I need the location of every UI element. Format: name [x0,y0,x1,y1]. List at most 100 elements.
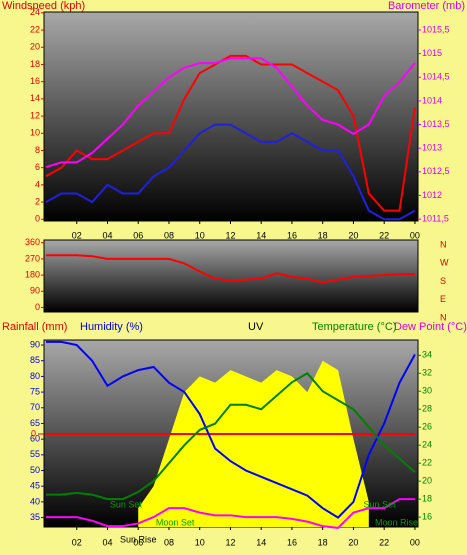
y2-tick-label: 24 [422,440,432,450]
x-tick-label: 06 [133,230,143,240]
direction-label: S [440,276,446,286]
x-tick-label: 06 [133,537,143,547]
y-tick-label: 360 [25,237,40,247]
y2-tick-label: 1013 [422,143,442,153]
x-tick-label: 12 [225,230,235,240]
series-line [45,54,416,212]
annotation: Sun Set [364,499,397,509]
x-tick-label: 20 [348,230,358,240]
legend-temperature: Temperature (°C) [312,321,396,333]
x-tick-label: 10 [195,537,205,547]
y2-tick-label: 1014 [422,95,442,105]
y-tick-label: 6 [35,162,40,172]
x-tick-label: 02 [72,537,82,547]
y-tick-label: 45 [30,481,40,491]
annotation: Sun Set [110,499,143,509]
x-tick-label: 20 [348,537,358,547]
y-tick-label: 0 [35,302,40,312]
x-tick-label: 10 [195,230,205,240]
y-tick-label: 75 [30,386,40,396]
legend-uv: UV [248,321,264,333]
x-tick-label: 08 [164,230,174,240]
y-tick-label: 2 [35,196,40,206]
y2-tick-label: 1014,5 [422,72,450,82]
y2-label: Barometer (mb) [388,0,465,12]
plot-area [43,11,419,222]
y-tick-label: 65 [30,418,40,428]
y-tick-label: 80 [30,371,40,381]
y-tick-label: 12 [30,110,40,120]
x-tick-label: 00 [410,230,420,240]
series-line [45,371,416,501]
series-line [45,57,416,169]
y2-tick-label: 28 [422,404,432,414]
y-tick-label: 10 [30,128,40,138]
series-line [45,254,415,284]
y-tick-label: 180 [25,269,40,279]
annotation: Sun Rise [120,534,157,544]
y-tick-label: 40 [30,496,40,506]
x-tick-label: 22 [379,230,389,240]
y-tick-label: 22 [30,24,40,34]
x-tick-label: 04 [102,230,112,240]
y-tick-label: 270 [25,253,40,263]
x-tick-label: 02 [72,230,82,240]
x-tick-label: 14 [256,230,266,240]
x-tick-label: 18 [318,537,328,547]
direction-label: W [440,258,449,268]
x-tick-label: 16 [287,230,297,240]
y-tick-label: 18 [30,59,40,69]
uv-area [138,360,369,527]
y-tick-label: 16 [30,76,40,86]
y-label: Windspeed (kph) [2,0,85,12]
series-line [45,498,415,529]
x-tick-label: 14 [256,537,266,547]
y-tick-label: 90 [30,339,40,349]
y2-tick-label: 16 [422,511,432,521]
y2-tick-label: 26 [422,422,432,432]
y2-tick-label: 1012,5 [422,166,450,176]
annotation: Moon Rise [375,517,418,527]
y-tick-label: 4 [35,179,40,189]
y2-tick-label: 22 [422,458,432,468]
y-tick-label: 20 [30,42,40,52]
rain-tick-label: 0 [31,428,36,438]
series-line [45,340,416,519]
x-tick-label: 16 [287,537,297,547]
y-tick-label: 60 [30,434,40,444]
y2-tick-label: 30 [422,386,432,396]
direction-label: N [440,312,447,322]
direction-label: N [440,239,447,249]
legend-rain: Rainfall (mm) [2,321,67,333]
y2-tick-label: 1015,5 [422,24,450,34]
y2-tick-label: 1011,5 [422,213,449,223]
x-tick-label: 12 [225,537,235,547]
direction-label: E [440,294,446,304]
y-tick-label: 24 [30,7,40,17]
legend-dewpoint: Dew Point (°C) [394,321,467,333]
x-tick-label: 18 [318,230,328,240]
y-tick-label: 85 [30,355,40,365]
y-tick-label: 35 [30,512,40,522]
x-tick-label: 22 [379,537,389,547]
y2-tick-label: 32 [422,368,432,378]
y2-tick-label: 1015 [422,48,442,58]
x-tick-label: 00 [410,537,420,547]
x-tick-label: 08 [164,537,174,547]
y-tick-label: 0 [35,214,40,224]
y-tick-label: 90 [30,286,40,296]
y2-tick-label: 18 [422,494,432,504]
series-line [45,123,416,221]
y2-tick-label: 34 [422,350,432,360]
y-tick-label: 50 [30,465,40,475]
y2-tick-label: 20 [422,476,432,486]
legend-humidity: Humidity (%) [80,321,143,333]
y2-tick-label: 1012 [422,190,442,200]
y2-tick-label: 1013,5 [422,119,450,129]
y-tick-label: 70 [30,402,40,412]
x-tick-label: 04 [102,537,112,547]
y-tick-label: 14 [30,93,40,103]
y-tick-label: 55 [30,449,40,459]
annotation: Moon Set [156,517,195,527]
